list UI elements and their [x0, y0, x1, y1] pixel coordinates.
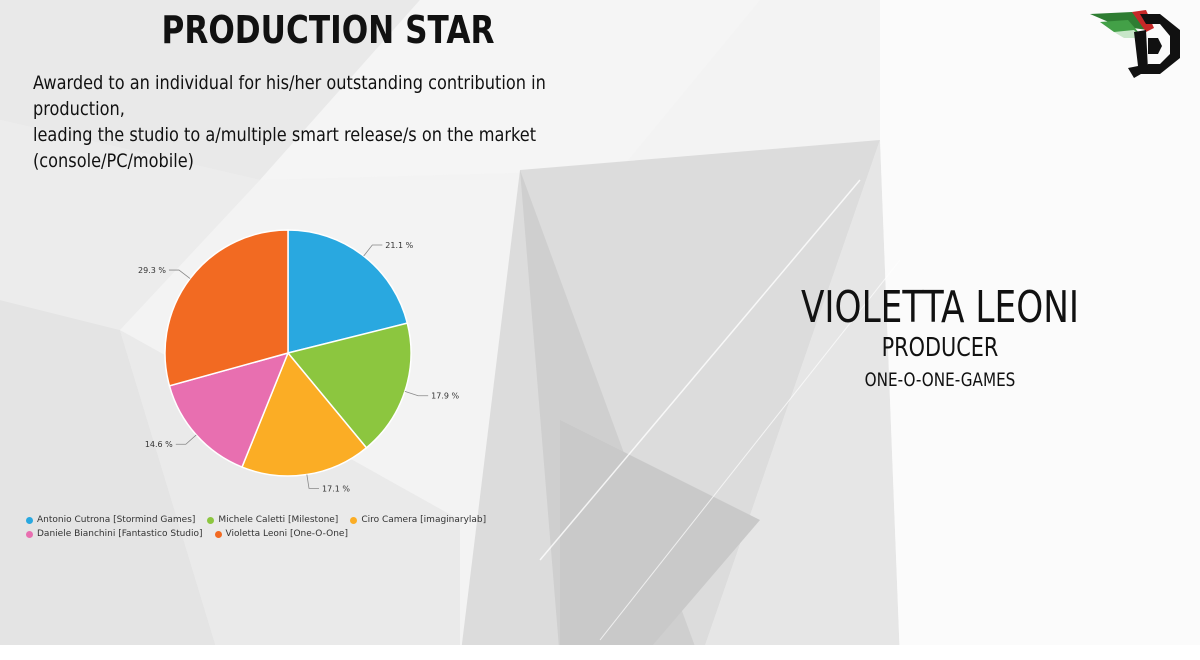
winner-role: PRODUCER [881, 333, 999, 363]
pie-leader-line-2 [306, 474, 320, 489]
legend-item-4: Violetta Leoni [One-O-One] [214, 527, 348, 541]
pie-data-label-2: 17.1 % [322, 484, 350, 493]
pie-leader-line-4 [168, 269, 191, 279]
pie-leader-line-3 [175, 434, 197, 445]
pie-data-label-1: 17.9 % [431, 392, 459, 401]
pie-slice-3 [168, 351, 290, 469]
pie-data-label-4: 29.3 % [138, 266, 166, 275]
pie-leader-line-0 [363, 244, 383, 257]
legend-label-3: Daniele Bianchini [Fantastico Studio] [37, 529, 203, 539]
page-title: PRODUCTION STAR [161, 8, 495, 52]
legend-label-4: Violetta Leoni [One-O-One] [225, 529, 348, 539]
legend-swatch-4 [214, 530, 222, 538]
description-line-3: (console/PC/mobile) [33, 150, 194, 172]
chart-legend: Antonio Cutrona [Stormind Games] Michele … [26, 513, 546, 541]
legend-swatch-1 [207, 516, 215, 524]
legend-item-1: Michele Caletti [Milestone] [207, 513, 338, 527]
winner-name: VIOLETTA LEONI [800, 282, 1080, 333]
pie-slice-1 [286, 322, 412, 449]
pie-data-label-0: 21.1 % [385, 241, 413, 250]
description-line-2: leading the studio to a/multiple smart r… [33, 124, 537, 146]
legend-swatch-2 [350, 516, 358, 524]
legend-label-0: Antonio Cutrona [Stormind Games] [37, 515, 196, 525]
pie-slice-2 [241, 351, 368, 477]
studio-logo-icon [1090, 10, 1180, 78]
legend-item-3: Daniele Bianchini [Fantastico Studio] [26, 527, 203, 541]
legend-label-2: Ciro Camera [imaginarylab] [361, 515, 487, 525]
pie-slice-4 [164, 229, 289, 387]
pie-leader-line-1 [404, 390, 429, 397]
pie-data-label-3: 14.6 % [145, 440, 173, 449]
legend-label-1: Michele Caletti [Milestone] [218, 515, 339, 525]
legend-swatch-3 [26, 530, 33, 538]
legend-swatch-0 [26, 516, 33, 524]
award-description: Awarded to an individual for his/her out… [33, 70, 628, 174]
legend-item-0: Antonio Cutrona [Stormind Games] [26, 513, 195, 527]
legend-item-2: Ciro Camera [imaginarylab] [350, 513, 486, 527]
winner-organization: ONE-O-ONE-GAMES [864, 369, 1016, 391]
description-line-1: Awarded to an individual for his/her out… [33, 72, 546, 120]
